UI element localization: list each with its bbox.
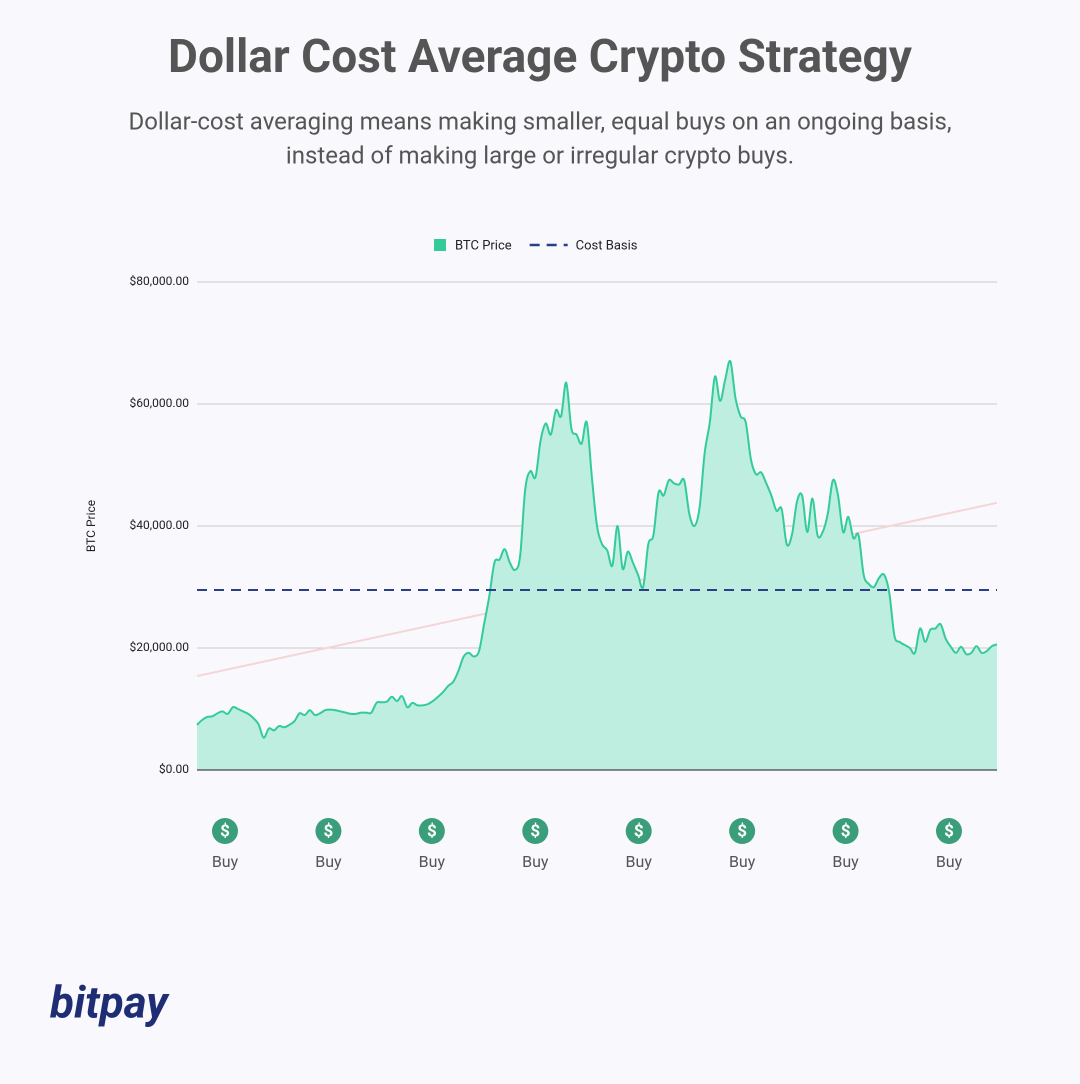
price-line (196, 359, 998, 739)
buy-icon (625, 818, 652, 844)
subtitle: instead of making large or irregular cry… (286, 141, 794, 169)
logo: bitpay (50, 977, 170, 1029)
buy-icon-symbol: $ (530, 821, 540, 841)
buy-label: Buy (729, 852, 756, 871)
buy-icon-symbol: $ (220, 821, 230, 841)
buy-label: Buy (522, 852, 549, 871)
buy-icon (729, 818, 756, 844)
y-tick-label: $0.00 (159, 762, 189, 776)
buy-icon-symbol: $ (944, 821, 954, 841)
buy-icon-symbol: $ (737, 821, 747, 841)
buy-icon (936, 818, 962, 844)
buy-icon (832, 818, 859, 844)
buy-icon-symbol: $ (841, 821, 851, 841)
buy-icon-symbol: $ (324, 821, 334, 841)
buy-icon-symbol: $ (427, 821, 437, 841)
buy-label: Buy (626, 852, 653, 871)
buy-label: Buy (212, 852, 239, 871)
buy-icon (418, 818, 445, 844)
buy-label: Buy (315, 852, 342, 871)
y-tick-label: $80,000.00 (130, 274, 190, 288)
buy-label: Buy (419, 852, 446, 871)
buy-icon (522, 818, 549, 844)
buy-icon (212, 818, 238, 844)
buy-label: Buy (832, 852, 859, 871)
y-tick-label: $20,000.00 (130, 640, 190, 654)
area (197, 360, 997, 770)
y-axis-label: BTC Price (84, 500, 98, 552)
title: Dollar Cost Average Crypto Strategy (168, 30, 913, 84)
y-tick-label: $40,000.00 (130, 518, 190, 532)
legend-swatch (434, 239, 446, 251)
buy-label: Buy (936, 852, 963, 871)
buy-icon-symbol: $ (634, 821, 644, 841)
legend-label: BTC Price (455, 238, 512, 253)
y-tick-label: $60,000.00 (130, 396, 190, 410)
buy-icon (315, 818, 342, 844)
legend-label: Cost Basis (576, 238, 638, 253)
subtitle: Dollar-cost averaging means making small… (128, 107, 951, 135)
